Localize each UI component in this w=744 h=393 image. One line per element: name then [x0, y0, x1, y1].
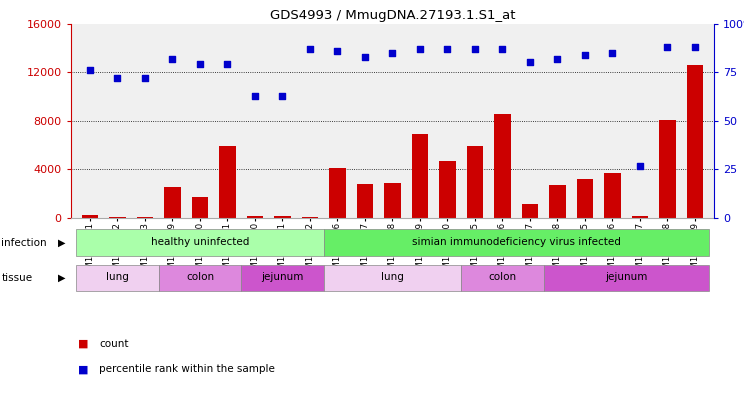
Point	[579, 51, 591, 58]
Text: percentile rank within the sample: percentile rank within the sample	[99, 364, 275, 375]
Bar	[687, 65, 703, 218]
Point	[84, 67, 96, 73]
Bar	[192, 197, 208, 218]
Point	[359, 53, 371, 60]
Bar	[577, 179, 593, 218]
Bar	[466, 146, 483, 218]
Text: ■: ■	[78, 364, 89, 375]
Bar	[219, 146, 236, 218]
Point	[194, 61, 206, 68]
Bar	[76, 265, 158, 291]
Point	[222, 61, 234, 68]
Text: healthy uninfected: healthy uninfected	[151, 237, 249, 247]
Bar	[241, 265, 324, 291]
Point	[689, 44, 701, 50]
Point	[441, 46, 453, 52]
Point	[167, 55, 179, 62]
Point	[469, 46, 481, 52]
Text: jejunum: jejunum	[605, 272, 647, 283]
Bar	[324, 265, 461, 291]
Point	[112, 75, 124, 81]
Text: tissue: tissue	[1, 273, 33, 283]
Bar	[439, 161, 456, 218]
Point	[661, 44, 673, 50]
Bar	[544, 265, 709, 291]
Point	[496, 46, 508, 52]
Text: count: count	[99, 339, 129, 349]
Point	[606, 50, 618, 56]
Text: lung: lung	[106, 272, 129, 283]
Bar	[632, 216, 648, 218]
Point	[304, 46, 316, 52]
Point	[634, 162, 646, 169]
Text: ■: ■	[78, 339, 89, 349]
Title: GDS4993 / MmugDNA.27193.1.S1_at: GDS4993 / MmugDNA.27193.1.S1_at	[270, 9, 515, 22]
Bar	[247, 216, 263, 218]
Bar	[411, 134, 429, 218]
Point	[387, 50, 399, 56]
Point	[551, 55, 563, 62]
Bar	[302, 217, 318, 218]
Bar	[659, 119, 676, 218]
Bar	[82, 215, 98, 218]
Bar	[384, 183, 401, 218]
Bar	[164, 187, 181, 218]
Text: infection: infection	[1, 238, 47, 248]
Text: ▶: ▶	[58, 238, 65, 248]
Text: lung: lung	[381, 272, 404, 283]
Text: colon: colon	[186, 272, 214, 283]
Text: ▶: ▶	[58, 273, 65, 283]
Bar	[137, 217, 153, 218]
Bar	[356, 184, 373, 218]
Bar	[522, 204, 538, 218]
Point	[524, 59, 536, 66]
Bar	[109, 217, 126, 218]
Point	[139, 75, 151, 81]
Point	[332, 48, 344, 54]
Bar	[329, 168, 346, 218]
Bar	[324, 230, 709, 256]
Text: colon: colon	[488, 272, 516, 283]
Text: simian immunodeficiency virus infected: simian immunodeficiency virus infected	[411, 237, 620, 247]
Bar	[461, 265, 544, 291]
Text: jejunum: jejunum	[261, 272, 304, 283]
Point	[249, 92, 261, 99]
Bar	[604, 173, 620, 218]
Bar	[494, 114, 510, 218]
Bar	[76, 230, 324, 256]
Bar	[275, 216, 291, 218]
Point	[277, 92, 289, 99]
Bar	[158, 265, 241, 291]
Point	[414, 46, 426, 52]
Bar	[549, 185, 565, 218]
